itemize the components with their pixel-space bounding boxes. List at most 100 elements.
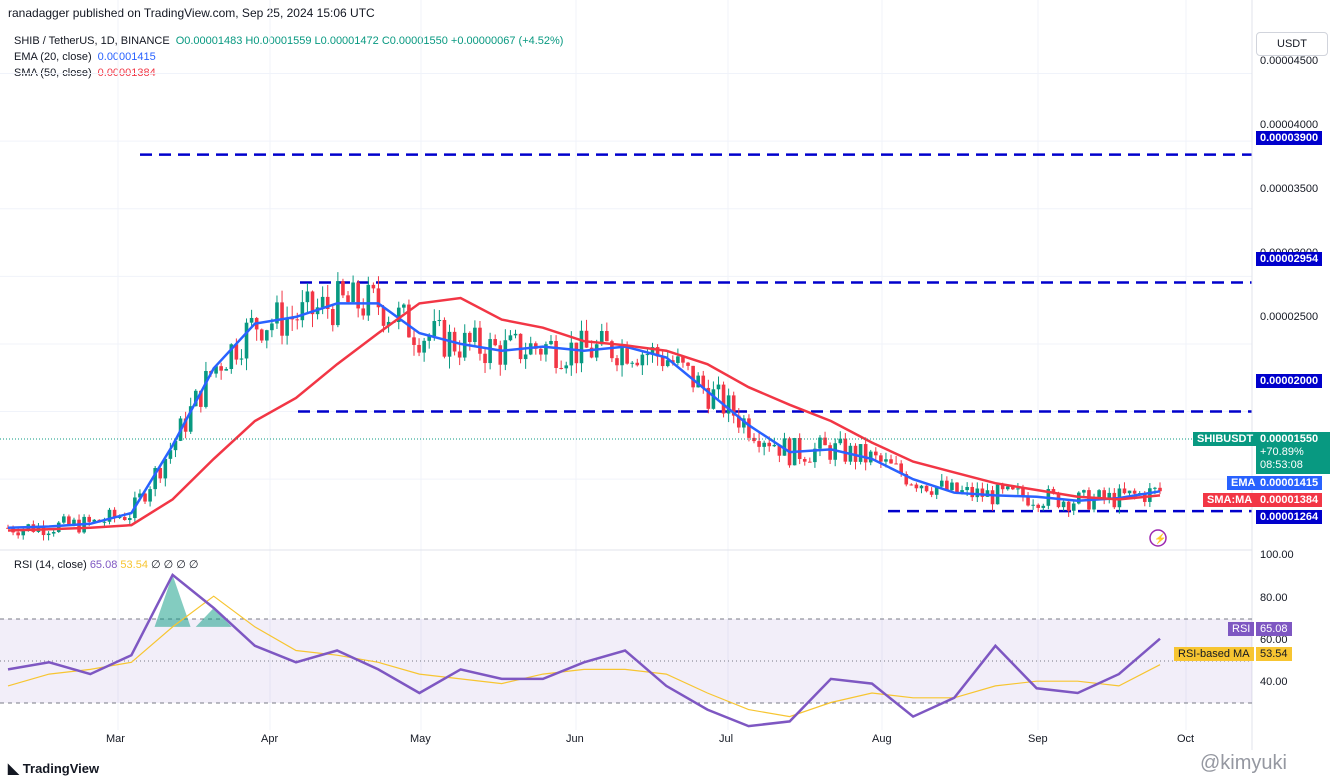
candle-body <box>1000 484 1005 490</box>
price-axis-label: 0.00003500 <box>1260 183 1319 195</box>
candle-body <box>407 304 411 338</box>
candle-body <box>721 384 726 414</box>
candle-body <box>204 371 208 407</box>
rsi-axis-label: 60.00 <box>1260 634 1288 646</box>
candle-body <box>818 437 822 449</box>
candle-body <box>1148 488 1152 502</box>
currency-selector[interactable]: USDT <box>1256 32 1328 56</box>
candle-body <box>884 459 888 462</box>
rsi-legend-label[interactable]: RSI (14, close) <box>14 559 87 571</box>
candle-body <box>51 531 56 534</box>
candle-body <box>270 323 274 331</box>
candle-body <box>919 485 924 489</box>
candle-body <box>1016 488 1020 490</box>
candle-body <box>1153 487 1157 489</box>
countdown: 08:53:08 <box>1260 459 1303 471</box>
tradingview-logo[interactable]: ◣ TradingView <box>8 760 99 777</box>
candle-body <box>341 281 345 296</box>
candle-body <box>244 322 249 359</box>
time-label-aug: Aug <box>872 733 892 745</box>
candle-body <box>701 375 706 388</box>
sma-label[interactable]: SMA (50, close) <box>14 67 92 79</box>
candle-body <box>503 340 508 365</box>
candle-body <box>914 484 919 489</box>
lightning-icon <box>1149 529 1167 547</box>
candle-body <box>122 517 127 521</box>
candle-body <box>879 455 883 462</box>
time-label-mar: Mar <box>106 733 125 745</box>
candle-body <box>924 485 929 492</box>
candle-body <box>620 345 624 366</box>
rsi-axis-label: 40.00 <box>1260 676 1288 688</box>
candle-body <box>757 441 761 447</box>
candle-body <box>67 516 71 525</box>
candle-body <box>138 493 142 498</box>
rsima-tag-value: 53.54 <box>1256 647 1292 661</box>
candle-body <box>985 490 990 497</box>
candle-body <box>625 345 629 364</box>
candle-body <box>402 304 406 308</box>
candle-body <box>1107 492 1112 499</box>
candle-body <box>589 347 594 358</box>
rsi-ma-legend-value: 53.54 <box>120 559 148 571</box>
rsi-line <box>7 572 1161 728</box>
candle-body <box>173 440 178 451</box>
candle-body <box>564 365 569 369</box>
candle-body <box>579 330 584 364</box>
time-label-sep: Sep <box>1028 733 1048 745</box>
candle-body <box>939 480 944 487</box>
candle-body <box>107 509 112 522</box>
candle-body <box>645 354 650 356</box>
candle-body <box>219 366 223 371</box>
candle-body <box>929 491 934 495</box>
candle-body <box>92 519 97 522</box>
candle-body <box>726 395 731 414</box>
candle-body <box>305 291 310 303</box>
candle-body <box>153 468 157 490</box>
candle-body <box>650 347 655 355</box>
rsi-overbought-fill <box>154 574 232 627</box>
rsi-legend-extra: ∅ ∅ ∅ ∅ <box>151 559 199 571</box>
candle-body <box>518 333 523 360</box>
candle-body <box>736 415 741 428</box>
candle-body <box>16 532 20 536</box>
candle-body <box>366 284 371 316</box>
ema-line <box>7 302 1161 530</box>
candle-body <box>594 344 599 358</box>
last-price-badge: 0.00001550 +70.89% 08:53:08 <box>1256 432 1330 474</box>
candle-body <box>381 307 386 326</box>
candle-body <box>1071 503 1076 511</box>
candle-body <box>386 321 391 326</box>
candle-body <box>1005 486 1010 490</box>
candle-body <box>1132 490 1137 494</box>
candle-body <box>239 358 244 360</box>
candle-body <box>508 335 513 341</box>
candle-body <box>249 317 254 323</box>
candle-body <box>1097 490 1101 498</box>
candle-body <box>127 518 132 521</box>
candle-body <box>615 358 619 366</box>
price-axis-label: 0.00004000 <box>1260 119 1319 131</box>
candle-body <box>696 375 700 388</box>
candle-body <box>772 444 777 447</box>
candle-body <box>863 444 868 463</box>
candle-body <box>427 336 432 341</box>
rsi-axis-label: 80.00 <box>1260 592 1288 604</box>
candle-body <box>1036 504 1041 508</box>
candle-body <box>351 282 355 303</box>
publisher-line: ranadagger published on TradingView.com,… <box>8 6 375 20</box>
candle-body <box>802 459 807 462</box>
candle-body <box>457 351 462 358</box>
candle-body <box>1122 488 1127 494</box>
symbol-label[interactable]: SHIB / TetherUS, 1D, BINANCE <box>14 35 170 47</box>
candle-body <box>569 342 574 366</box>
ema-label[interactable]: EMA (20, close) <box>14 51 92 63</box>
candle-body <box>417 344 421 353</box>
candle-body <box>376 288 381 308</box>
candle-body <box>539 348 543 355</box>
candle-body <box>630 362 635 364</box>
candle-body <box>468 332 472 343</box>
candle-body <box>513 333 518 336</box>
candle-body <box>325 296 330 310</box>
